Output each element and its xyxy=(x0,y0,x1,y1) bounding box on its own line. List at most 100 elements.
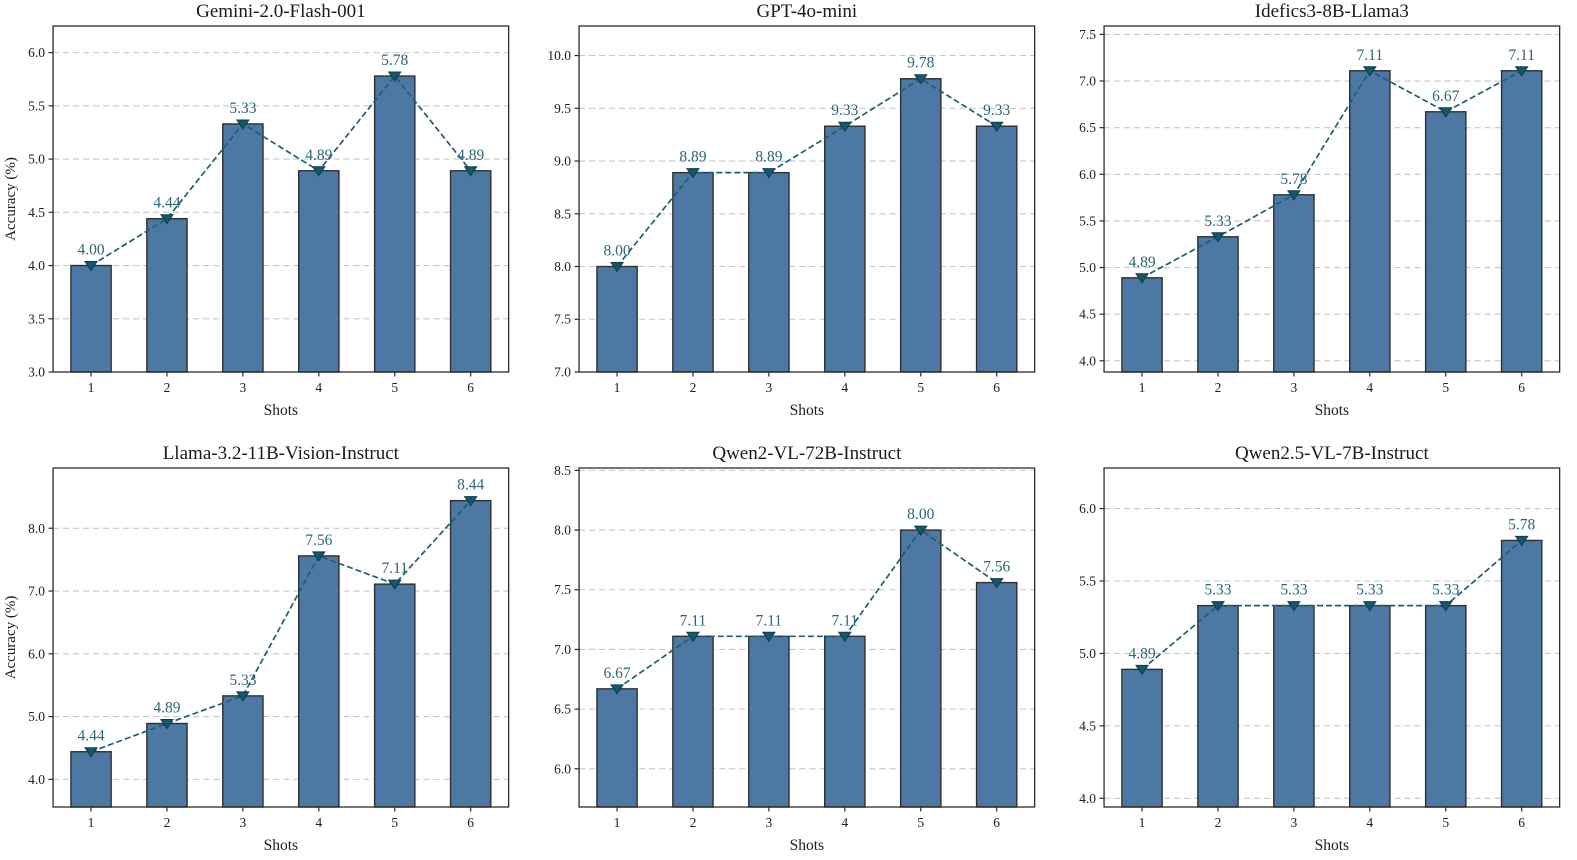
x-tick-label: 4 xyxy=(841,815,848,830)
bar xyxy=(1197,236,1240,373)
value-label: 5.33 xyxy=(1433,582,1460,599)
bar xyxy=(222,123,264,373)
chart-title: Llama-3.2-11B-Vision-Instruct xyxy=(163,443,400,464)
bar xyxy=(899,78,942,373)
x-tick-label: 1 xyxy=(1139,815,1146,830)
point-marker xyxy=(1287,190,1302,201)
chart-canvas: 4.00 4.44 5.33 4.89 5.78 4.89 3.0 3.5 4.0 4.5 5.0 5… xyxy=(0,0,526,430)
x-tick-label: 3 xyxy=(240,815,247,830)
x-tick-label: 6 xyxy=(1519,815,1526,830)
point-marker xyxy=(913,74,928,85)
chart-canvas: 6.67 7.11 7.11 7.11 8.00 7.56 6.0 6.5 7.0 7.5 8.0 8… xyxy=(525,430,1052,860)
y-tick-label: 3.5 xyxy=(28,311,45,326)
bar xyxy=(1273,604,1316,808)
point-marker xyxy=(761,631,776,643)
point-marker xyxy=(685,631,700,643)
point-marker xyxy=(1439,107,1454,118)
point-marker xyxy=(84,261,98,272)
value-label: 7.11 xyxy=(755,612,782,629)
bar xyxy=(823,125,866,373)
y-tick-label: 4.5 xyxy=(1079,307,1096,322)
x-tick-label: 1 xyxy=(1139,380,1146,395)
value-label: 5.33 xyxy=(1205,213,1232,230)
bar xyxy=(373,75,416,373)
value-label: 7.11 xyxy=(679,612,706,629)
x-axis-label: Shots xyxy=(789,837,823,854)
value-label: 8.89 xyxy=(755,149,782,166)
x-tick-label: 4 xyxy=(315,815,322,830)
trend-line xyxy=(1141,69,1523,279)
chart-title: Idefics3-8B-Llama3 xyxy=(1255,1,1409,22)
y-tick-label: 10.0 xyxy=(547,48,571,63)
y-tick-label: 9.5 xyxy=(554,101,571,116)
point-marker xyxy=(311,551,326,562)
x-tick-label: 5 xyxy=(1443,815,1450,830)
bar xyxy=(70,264,112,373)
y-tick-label: 6.5 xyxy=(554,702,571,717)
chart-canvas: 4.89 5.33 5.33 5.33 5.33 5.78 4.0 4.5 5.0 5.5 6.0 1… xyxy=(1051,430,1577,860)
value-label: 7.56 xyxy=(983,559,1010,576)
x-tick-label: 6 xyxy=(993,380,1000,395)
point-marker xyxy=(235,119,250,130)
chart-canvas: 4.44 4.89 5.33 7.56 7.11 8.44 4.0 5.0 6.0 7.0 8.0 1… xyxy=(0,430,526,860)
value-label: 9.33 xyxy=(983,102,1010,119)
chart-canvas: 8.00 8.89 8.89 9.33 9.78 9.33 7.0 7.5 8.0 8.5 9.0 9… xyxy=(525,0,1052,430)
point-marker xyxy=(609,262,624,273)
value-label: 5.33 xyxy=(1357,582,1384,599)
x-tick-label: 6 xyxy=(467,815,474,830)
x-tick-label: 6 xyxy=(1519,380,1526,395)
x-axis-label: Shots xyxy=(1315,402,1349,419)
y-tick-label: 4.0 xyxy=(28,258,45,273)
y-tick-label: 9.0 xyxy=(554,154,571,169)
bar xyxy=(1425,111,1467,373)
x-tick-label: 4 xyxy=(315,380,322,395)
y-tick-label: 8.0 xyxy=(554,523,571,538)
value-label: 4.89 xyxy=(305,147,332,164)
value-label: 5.33 xyxy=(1281,582,1308,599)
bar xyxy=(747,635,790,808)
chart-title: Qwen2-VL-72B-Instruct xyxy=(712,443,902,464)
x-tick-label: 1 xyxy=(613,815,620,830)
bar xyxy=(146,217,188,373)
y-tick-label: 5.5 xyxy=(1079,213,1096,228)
bar xyxy=(222,695,264,808)
x-tick-label: 6 xyxy=(993,815,1000,830)
trend-line xyxy=(1141,539,1523,671)
chart-gemini-2-0-flash-001: 4.00 4.44 5.33 4.89 5.78 4.89 3.0 3.5 4.0 4.5 5.0 5… xyxy=(0,0,526,430)
bar xyxy=(1197,604,1240,808)
y-tick-label: 6.0 xyxy=(554,761,571,776)
y-tick-label: 5.5 xyxy=(28,98,45,113)
x-tick-label: 3 xyxy=(765,815,772,830)
bar xyxy=(1349,70,1391,373)
x-tick-label: 5 xyxy=(917,380,924,395)
chart-title: Gemini-2.0-Flash-001 xyxy=(196,1,366,22)
x-tick-label: 1 xyxy=(613,380,620,395)
bar xyxy=(1121,277,1164,373)
value-label: 4.89 xyxy=(153,700,180,717)
value-label: 4.89 xyxy=(1129,645,1156,662)
y-tick-label: 5.0 xyxy=(1079,646,1096,661)
bar xyxy=(823,635,866,808)
bar xyxy=(671,171,714,373)
point-marker xyxy=(989,121,1004,133)
value-label: 8.00 xyxy=(603,243,630,260)
value-label: 8.44 xyxy=(457,477,484,494)
x-tick-label: 3 xyxy=(765,380,772,395)
bar xyxy=(1425,604,1467,808)
value-label: 5.33 xyxy=(229,100,256,117)
chart-title: Qwen2.5-VL-7B-Instruct xyxy=(1235,443,1429,464)
value-label: 8.89 xyxy=(679,149,706,166)
bar xyxy=(1121,668,1164,808)
value-label: 6.67 xyxy=(1433,88,1460,105)
axis-frame xyxy=(52,467,510,808)
y-tick-label: 4.0 xyxy=(1079,353,1096,368)
bar xyxy=(1501,539,1543,808)
x-tick-label: 4 xyxy=(1367,380,1374,395)
y-tick-label: 4.5 xyxy=(28,205,45,220)
y-tick-label: 3.0 xyxy=(28,365,45,380)
bar xyxy=(975,125,1018,373)
chart-qwen2-vl-72b-instruct: 6.67 7.11 7.11 7.11 8.00 7.56 6.0 6.5 7.0 7.5 8.0 8… xyxy=(525,430,1052,860)
point-marker xyxy=(1287,601,1302,612)
y-tick-label: 7.0 xyxy=(554,642,571,657)
axis-frame xyxy=(578,467,1035,808)
